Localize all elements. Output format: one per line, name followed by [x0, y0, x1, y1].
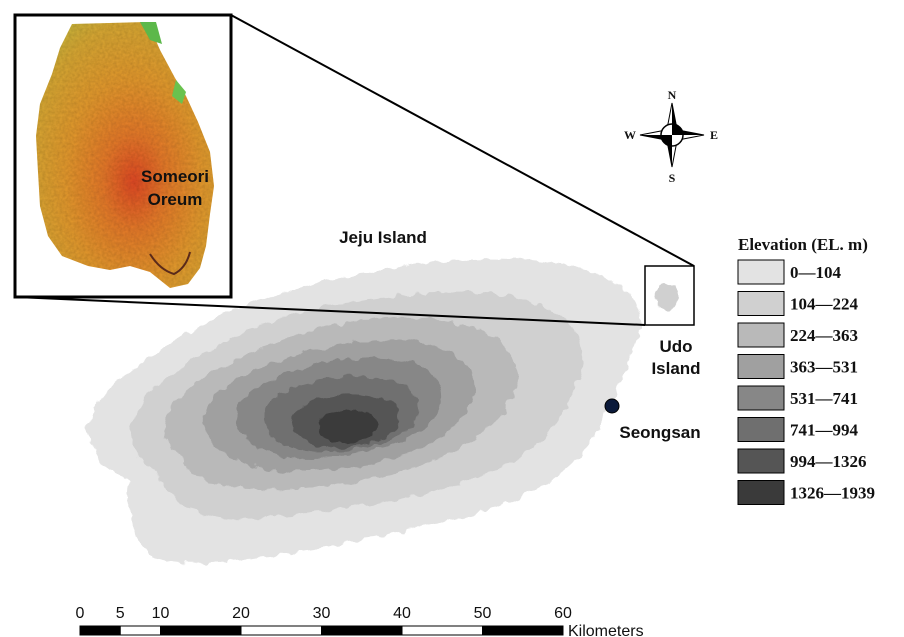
scale-tick-label: 60 — [554, 605, 572, 622]
scale-segment — [240, 625, 322, 636]
compass-rose-icon: N S W E — [624, 88, 718, 185]
scale-segment — [160, 625, 242, 636]
legend-swatch — [737, 417, 785, 442]
zoom-connector-bottom — [15, 296, 646, 326]
legend-label: 0—104 — [790, 263, 842, 282]
legend-label: 994—1326 — [790, 452, 867, 471]
legend-label: 104—224 — [790, 295, 859, 314]
legend-label: 363—531 — [790, 358, 858, 377]
scale-segment — [119, 625, 161, 636]
legend-label: 531—741 — [790, 389, 858, 408]
compass-west: W — [624, 128, 636, 142]
scale-tick-label: 20 — [232, 605, 250, 622]
legend-title: Elevation (EL. m) — [738, 235, 868, 254]
zoom-connector-top — [230, 14, 695, 267]
scale-unit-label: Kilometers — [568, 623, 644, 637]
elevation-legend: Elevation (EL. m) 0—104 104—224 224—363 363… — [737, 235, 875, 505]
compass-north: N — [668, 88, 677, 102]
compass-east: E — [710, 128, 718, 142]
scale-bar: 0 5 10 20 30 40 50 60 Kilometers — [76, 605, 644, 637]
legend-swatch — [737, 354, 785, 379]
jeju-island-elevation-map — [87, 258, 641, 564]
scale-tick-label: 5 — [116, 605, 125, 622]
scale-tick-label: 50 — [474, 605, 492, 622]
compass-south: S — [669, 171, 676, 185]
legend-label: 741—994 — [790, 421, 859, 440]
scale-segment — [401, 625, 483, 636]
udo-island-label-line2: Island — [651, 359, 700, 378]
elevation-band-1326-1939 — [317, 409, 379, 444]
scale-segment — [79, 625, 121, 636]
legend-swatch — [737, 448, 785, 474]
udo-island-shape — [655, 284, 679, 312]
scale-tick-label: 10 — [152, 605, 170, 622]
legend-swatch — [737, 259, 785, 285]
cliff-edge — [149, 251, 191, 276]
scale-segment — [321, 625, 403, 636]
scale-tick-label: 40 — [393, 605, 411, 622]
udo-island-label-line1: Udo — [659, 337, 692, 356]
someori-label-line1: Someori — [141, 167, 209, 186]
scale-tick-label: 0 — [76, 605, 85, 622]
scale-segment — [482, 625, 564, 636]
jeju-island-label: Jeju Island — [339, 228, 427, 247]
vegetation-patch-right — [172, 80, 186, 104]
legend-swatch — [737, 385, 785, 411]
legend-label: 224—363 — [790, 326, 858, 345]
legend-label: 1326—1939 — [790, 484, 875, 503]
seongsan-label: Seongsan — [619, 423, 700, 442]
scale-tick-label: 30 — [313, 605, 331, 622]
someori-label-line2: Oreum — [148, 190, 203, 209]
vegetation-patch-top-right — [140, 22, 162, 44]
legend-swatch — [737, 322, 785, 348]
someori-oreum-inset — [13, 13, 233, 299]
udo-extent-box — [644, 265, 695, 326]
legend-swatch — [737, 480, 785, 505]
legend-swatch — [737, 291, 785, 316]
seongsan-point-marker — [604, 398, 620, 414]
someori-terrain — [36, 22, 214, 288]
